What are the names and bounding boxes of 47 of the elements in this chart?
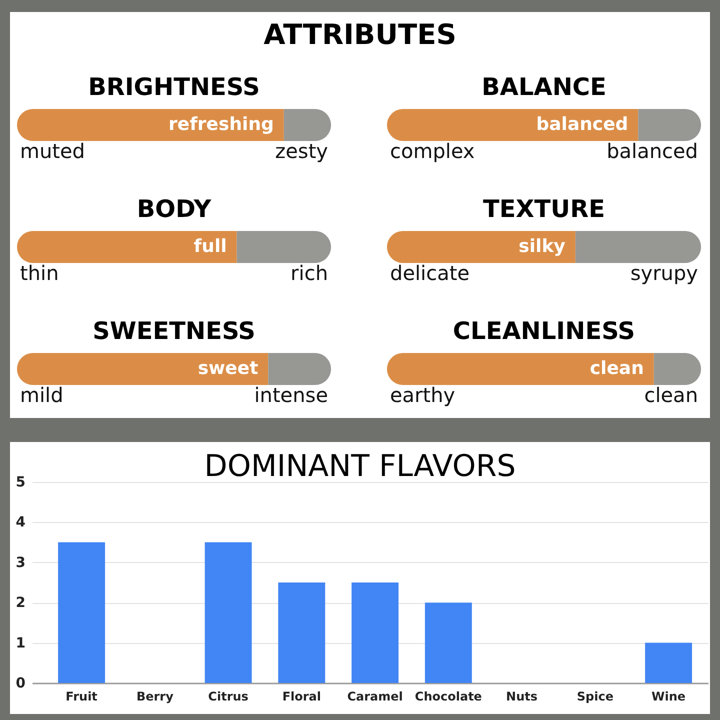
- annotation: clean: [590, 358, 644, 379]
- bar: [424, 602, 472, 683]
- annotation: silky: [518, 236, 566, 257]
- annotation: intense: [254, 383, 328, 407]
- x-tick-label: Chocolate: [414, 690, 482, 704]
- chart-title: SWEETNESS: [92, 317, 256, 345]
- y-tick-label: 1: [16, 635, 26, 652]
- text: ATTRIBUTES: [264, 18, 456, 51]
- bar: [278, 582, 326, 683]
- x-tick-label: Caramel: [347, 690, 403, 704]
- annotation: zesty: [275, 139, 328, 163]
- x-tick-label: Spice: [576, 690, 614, 704]
- x-tick-label: Nuts: [506, 690, 538, 704]
- annotation: balanced: [606, 139, 698, 163]
- x-tick-label: Fruit: [66, 690, 98, 704]
- chart-title: TEXTURE: [482, 195, 606, 223]
- chart-title: CLEANLINESS: [452, 317, 636, 345]
- y-tick-label: 4: [16, 514, 26, 531]
- annotation: full: [194, 236, 227, 257]
- annotation: sweet: [198, 358, 259, 379]
- x-tick-label: Berry: [136, 690, 174, 704]
- x-tick-label: Citrus: [208, 690, 248, 704]
- annotation: earthy: [390, 383, 456, 407]
- annotation: muted: [20, 139, 85, 163]
- chart-title: DOMINANT FLAVORS: [204, 449, 516, 484]
- chart-title: BODY: [136, 195, 212, 223]
- annotation: thin: [20, 261, 59, 285]
- annotation: balanced: [536, 114, 628, 135]
- annotation: refreshing: [168, 114, 274, 135]
- x-tick-label: Wine: [652, 690, 686, 704]
- bar: [204, 542, 252, 683]
- annotation: clean: [644, 383, 698, 407]
- annotation: complex: [390, 139, 475, 163]
- y-tick-label: 5: [16, 474, 26, 490]
- annotation: delicate: [390, 261, 470, 285]
- annotation: mild: [20, 383, 64, 407]
- annotation: rich: [290, 261, 328, 285]
- bar: [352, 582, 399, 683]
- x-tick-label: Floral: [282, 690, 322, 704]
- bar: [645, 642, 692, 683]
- chart-title: BALANCE: [482, 73, 606, 101]
- y-tick-label: 0: [16, 676, 26, 692]
- y-tick-label: 2: [16, 595, 26, 612]
- bar: [58, 542, 106, 683]
- annotation: syrupy: [630, 261, 698, 285]
- y-tick-label: 3: [16, 554, 26, 571]
- chart-title: BRIGHTNESS: [88, 73, 260, 101]
